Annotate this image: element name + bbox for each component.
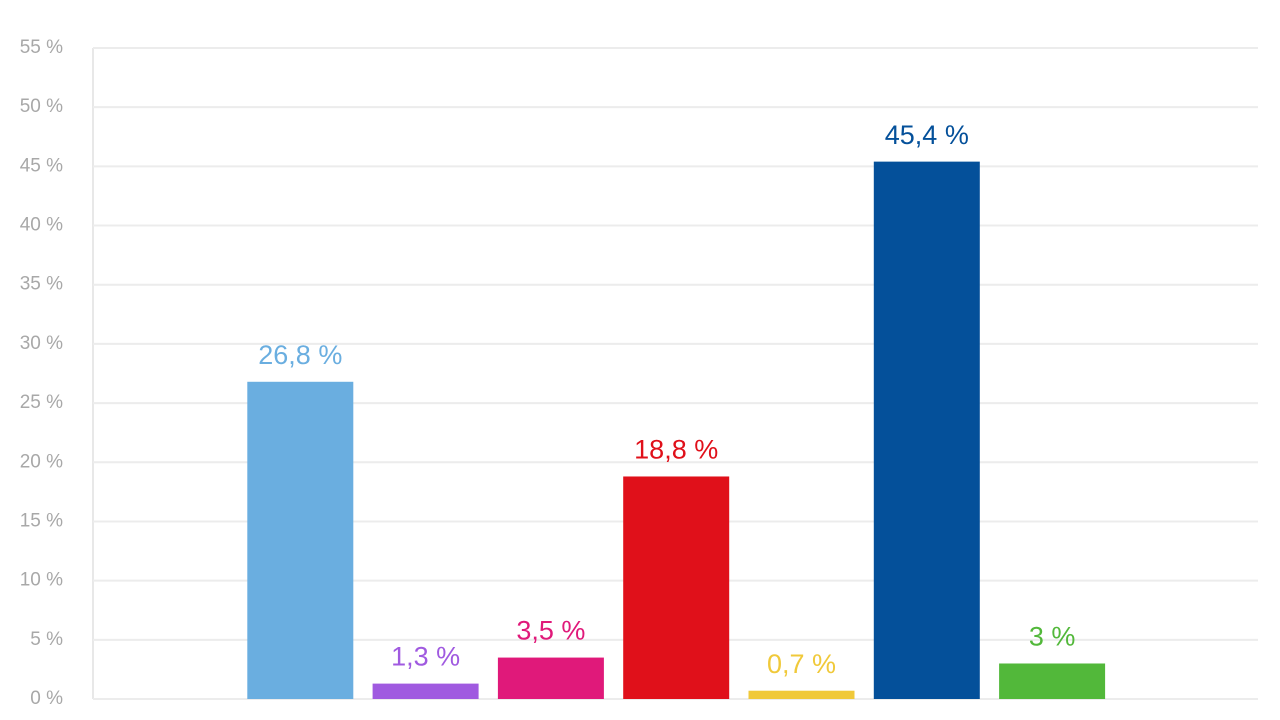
value-label: 18,8 % [634, 435, 718, 465]
bar [497, 657, 604, 699]
value-label: 26,8 % [258, 340, 342, 370]
bar [748, 690, 855, 699]
y-tick-label: 10 % [20, 570, 63, 591]
bar [999, 663, 1106, 699]
value-label: 45,4 % [885, 120, 969, 150]
value-label: 3 % [1029, 622, 1076, 652]
y-tick-label: 15 % [20, 510, 63, 531]
y-tick-label: 35 % [20, 274, 63, 295]
value-label: 0,7 % [767, 649, 836, 679]
y-tick-label: 30 % [20, 333, 63, 354]
y-tick-label: 0 % [30, 688, 63, 709]
bar [247, 381, 354, 699]
y-tick-label: 5 % [30, 629, 63, 650]
bar [873, 161, 980, 699]
bar [372, 683, 479, 699]
value-label: 1,3 % [391, 642, 460, 672]
value-label: 3,5 % [516, 616, 585, 646]
y-tick-label: 50 % [20, 96, 63, 117]
y-tick-label: 25 % [20, 392, 63, 413]
y-tick-label: 45 % [20, 155, 63, 176]
y-tick-label: 20 % [20, 451, 63, 472]
bar [623, 476, 730, 699]
y-tick-label: 55 % [20, 37, 63, 58]
y-tick-label: 40 % [20, 215, 63, 236]
